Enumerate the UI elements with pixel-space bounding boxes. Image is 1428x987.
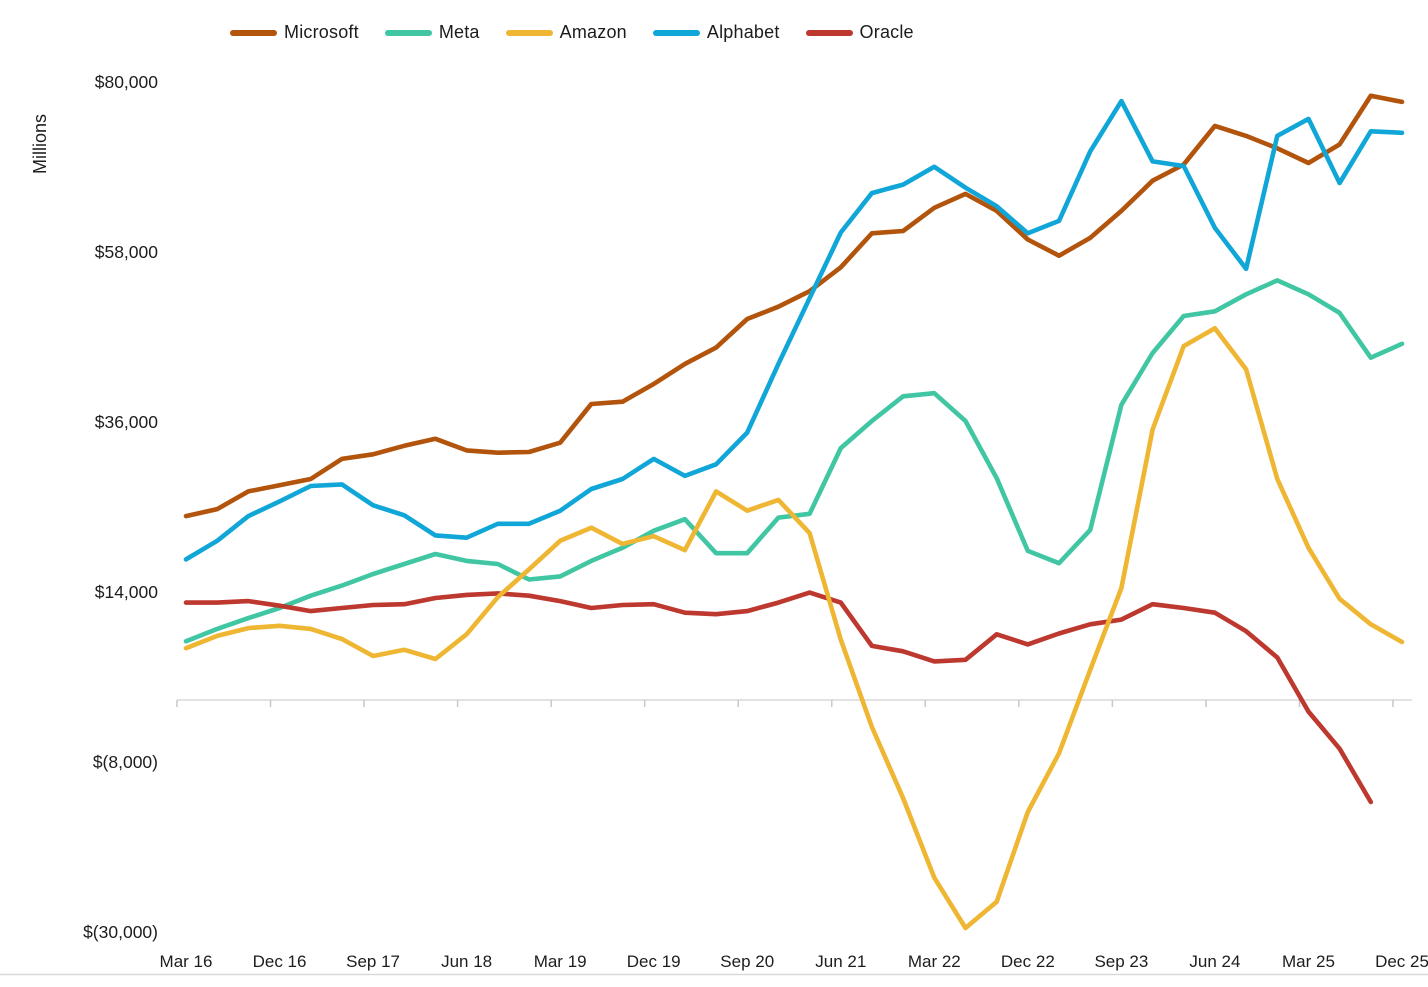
- x-tick-label: Mar 22: [908, 952, 961, 971]
- legend-item-microsoft[interactable]: Microsoft: [230, 22, 359, 43]
- x-tick-label: Sep 20: [720, 952, 774, 971]
- x-tick-label: Mar 16: [160, 952, 213, 971]
- legend-label-alphabet: Alphabet: [706, 22, 780, 42]
- x-tick-label: Dec 19: [627, 952, 681, 971]
- legend-label-oracle: Oracle: [859, 22, 914, 42]
- chart-legend: Microsoft Meta Amazon Alphabet Oracle: [230, 22, 914, 43]
- alphabet-line-swatch-icon: [652, 29, 700, 36]
- x-tick-label: Jun 21: [815, 952, 866, 971]
- microsoft-line-swatch-icon: [230, 29, 277, 36]
- legend-label-meta: Meta: [438, 22, 480, 42]
- oracle-line-swatch-icon: [805, 29, 853, 36]
- x-tick-label: Dec 25: [1375, 952, 1428, 971]
- legend-item-oracle[interactable]: Oracle: [805, 22, 914, 43]
- legend-item-alphabet[interactable]: Alphabet: [652, 22, 780, 43]
- amazon-line-swatch-icon: [505, 29, 553, 36]
- y-tick-label: $36,000: [95, 412, 159, 432]
- legend-item-amazon[interactable]: Amazon: [505, 22, 627, 43]
- x-axis-labels: Mar 16 Dec 16 Sep 17 Jun 18 Mar 19 Dec 19 Sep …: [160, 952, 1428, 971]
- x-tick-label: Sep 23: [1094, 952, 1148, 971]
- legend-item-meta[interactable]: Meta: [384, 22, 480, 43]
- series-line-amazon: [183, 326, 1405, 931]
- x-tick-label: Sep 17: [346, 952, 400, 971]
- x-tick-label: Jun 18: [441, 952, 492, 971]
- x-tick-label: Dec 22: [1001, 952, 1055, 971]
- legend-label-amazon: Amazon: [559, 22, 627, 42]
- y-tick-label: $(8,000): [93, 752, 158, 772]
- x-tick-label: Mar 25: [1282, 952, 1335, 971]
- x-tick-label: Mar 19: [534, 952, 587, 971]
- x-axis-zero-line: [176, 699, 1412, 707]
- y-tick-label: $58,000: [95, 242, 159, 262]
- y-tick-label: $14,000: [95, 582, 159, 602]
- y-axis-title: Millions: [30, 114, 50, 174]
- legend-label-microsoft: Microsoft: [284, 22, 359, 42]
- y-tick-label: $80,000: [95, 72, 159, 92]
- meta-line-swatch-icon: [384, 29, 432, 36]
- y-tick-label: $(30,000): [83, 922, 158, 942]
- series-line-alphabet: [183, 98, 1405, 562]
- x-tick-label: Jun 24: [1189, 952, 1240, 971]
- x-tick-label: Dec 16: [253, 952, 307, 971]
- series-line-oracle: [183, 590, 1374, 805]
- y-axis-labels: $80,000 $58,000 $36,000 $14,000 $(8,000) $(30…: [83, 72, 158, 942]
- series-line-microsoft: [183, 93, 1405, 519]
